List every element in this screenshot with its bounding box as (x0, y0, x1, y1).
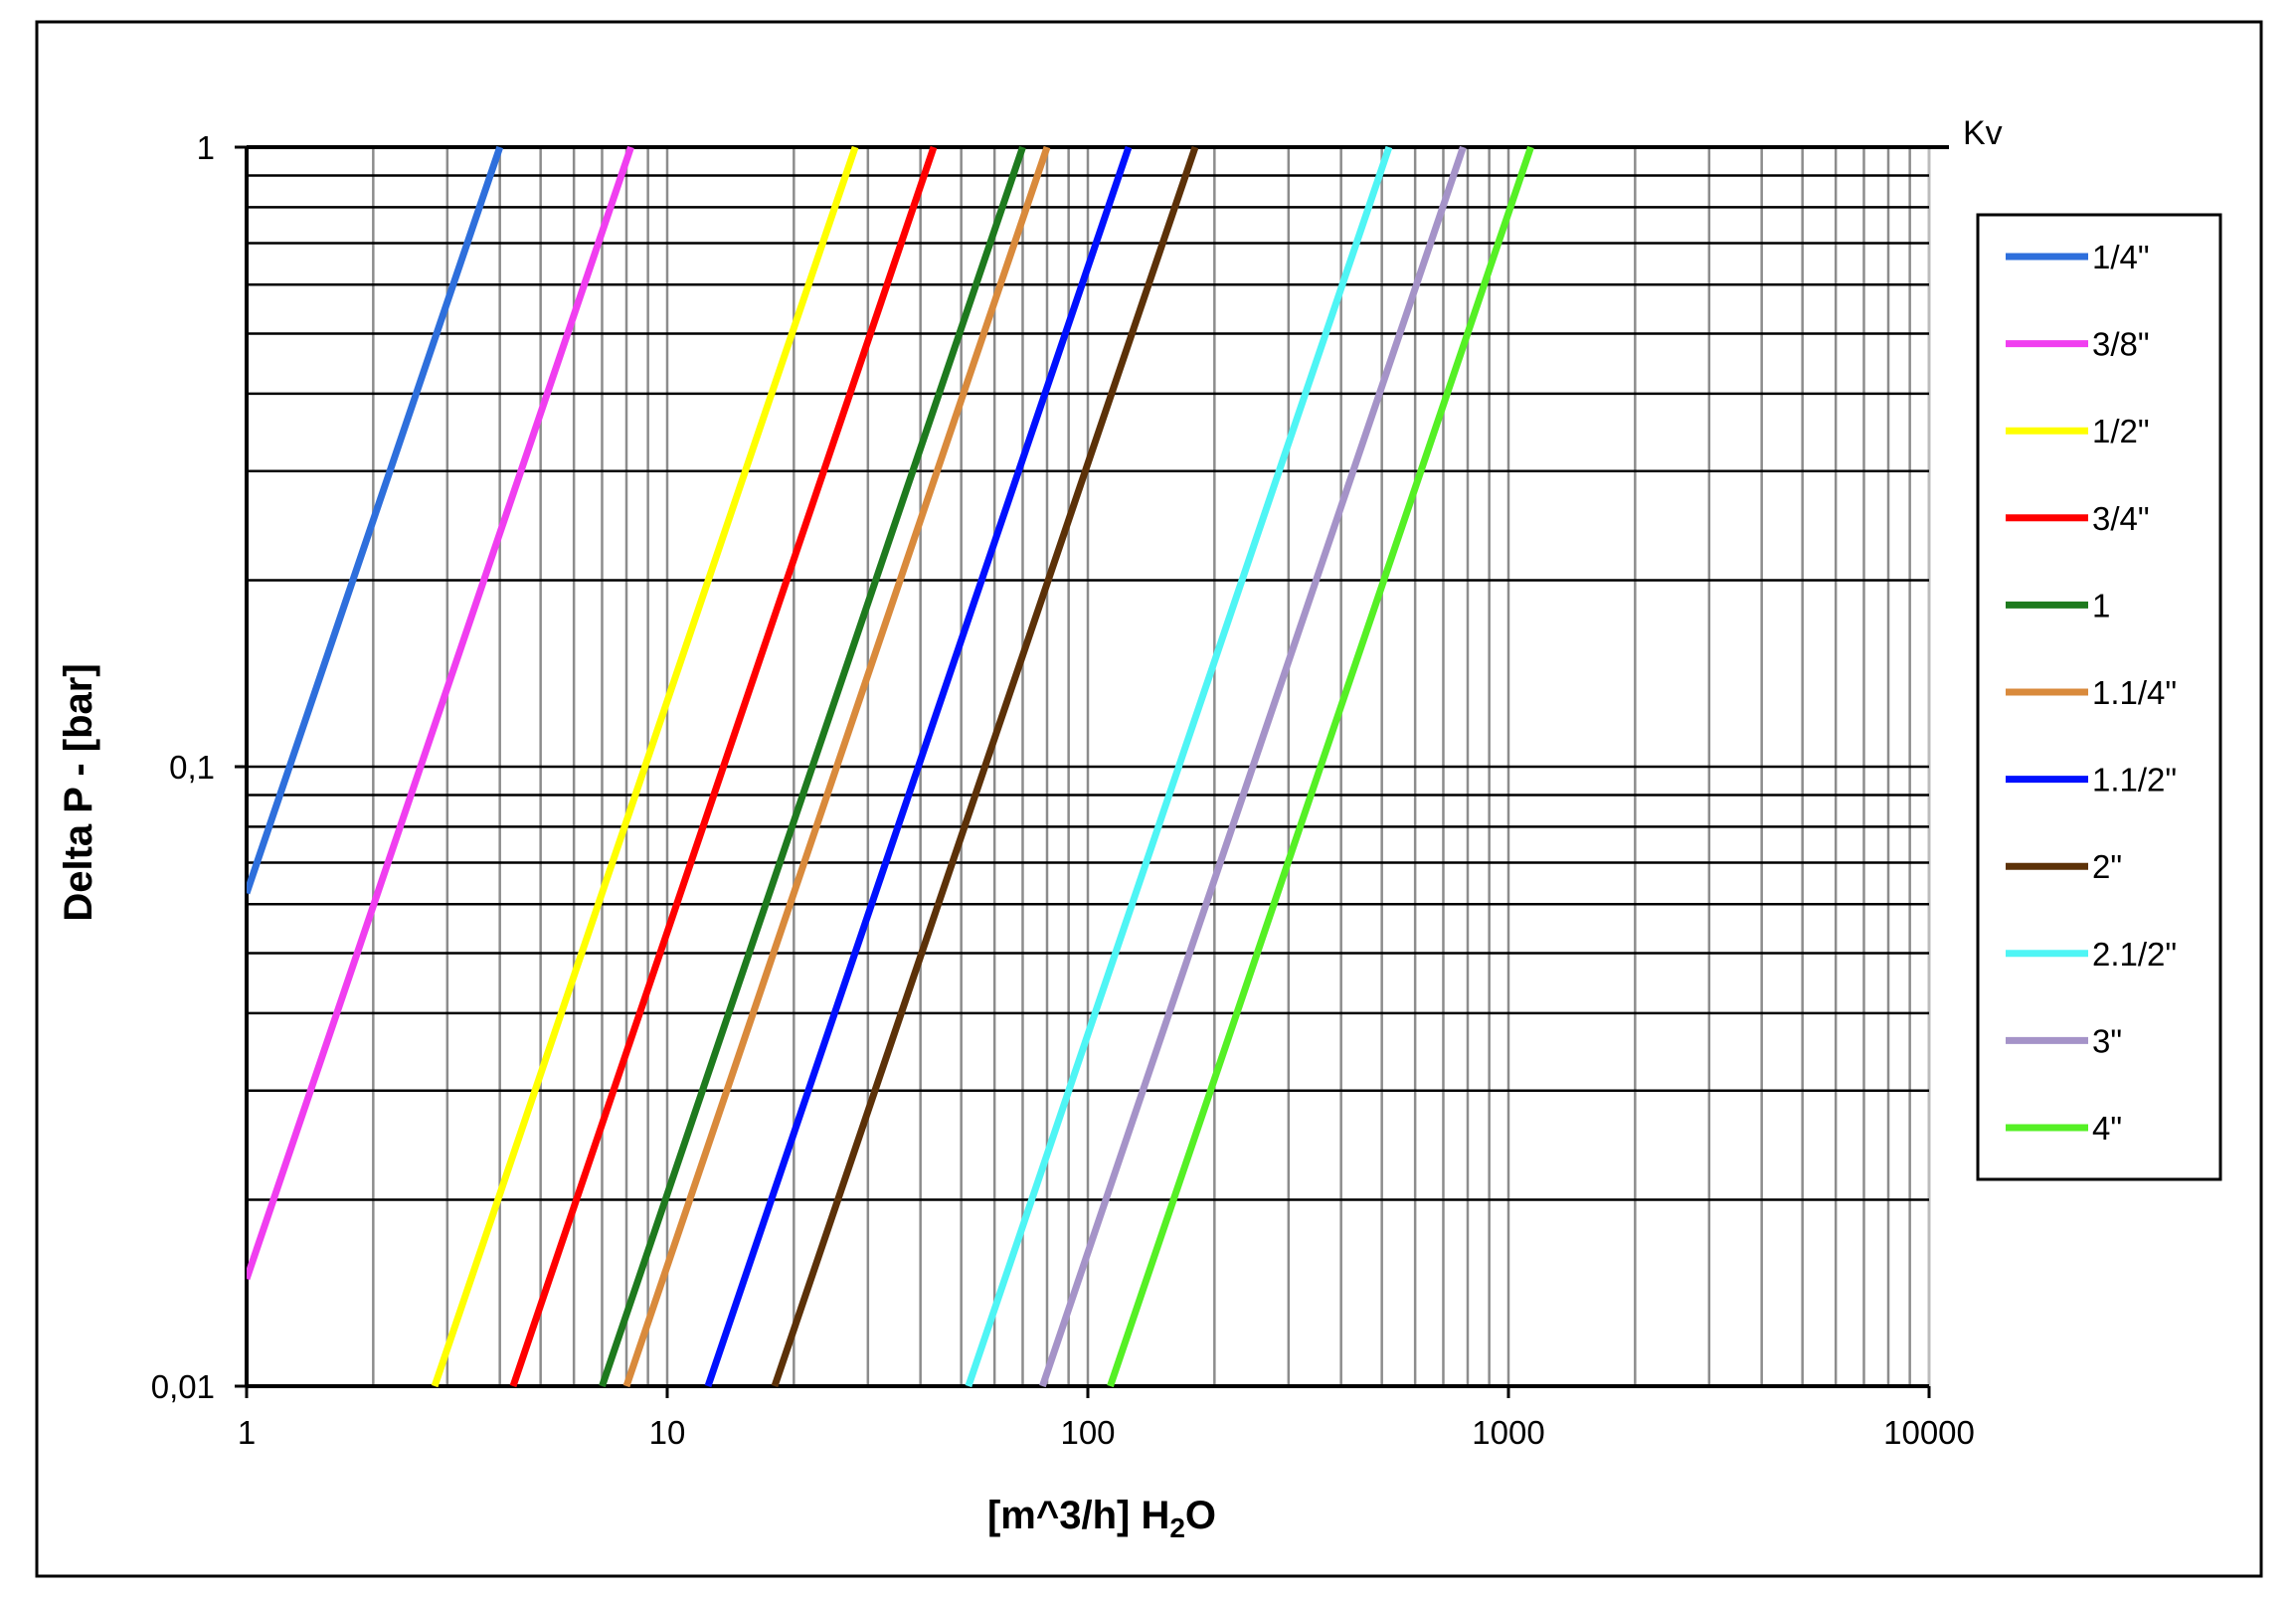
x-tick-labels: 1 10 100 1000 10000 (238, 1414, 1975, 1451)
legend-item: 1.1/2" (2006, 762, 2177, 799)
y-tick-label: 0,01 (151, 1368, 215, 1405)
x-axis-title: [m^3/h] H2O (987, 1494, 1216, 1543)
legend-item: 3/8" (2006, 326, 2150, 363)
series-line-10 (1039, 145, 1467, 1388)
x-tick-label: 10 (649, 1414, 686, 1451)
legend-item: 4" (2006, 1110, 2122, 1147)
legend: 1/4" 3/8" 1/2" 3/4" 1 1.1/4" 1.1/2" 2" 2.1/2" 3" 4… (2006, 239, 2177, 1147)
x-tick-label: 1000 (1472, 1414, 1544, 1451)
x-tick-label: 1 (238, 1414, 256, 1451)
legend-item: 3" (2006, 1022, 2122, 1059)
x-tick-label: 100 (1060, 1414, 1115, 1451)
legend-label: 3" (2092, 1022, 2122, 1059)
legend-item: 2.1/2" (2006, 936, 2177, 973)
series-line-8 (771, 145, 1199, 1388)
series-line-7 (704, 145, 1133, 1388)
legend-label: 3/8" (2092, 326, 2150, 363)
legend-label: 1/2" (2092, 413, 2150, 449)
series-line-2 (247, 145, 634, 1281)
legend-box (1976, 213, 2222, 1181)
series-line-5 (599, 145, 1026, 1388)
legend-item: 1/2" (2006, 413, 2150, 449)
series-line-6 (622, 145, 1051, 1388)
series-layer (247, 145, 1534, 1388)
legend-label: 2.1/2" (2092, 936, 2177, 973)
y-axis-title: Delta P - [bar] (57, 663, 100, 921)
series-line-9 (965, 145, 1393, 1388)
legend-item: 1/4" (2006, 239, 2150, 275)
x-axis-title-subscript: 2 (1169, 1512, 1185, 1543)
legend-label: 1/4" (2092, 239, 2150, 275)
y-tick-labels: 1 0,1 0,01 (151, 129, 215, 1405)
legend-item: 3/4" (2006, 500, 2150, 537)
x-axis-title-tail: O (1185, 1494, 1216, 1537)
series-line-3 (431, 145, 859, 1388)
x-tick-label: 10000 (1883, 1414, 1975, 1451)
legend-item: 2" (2006, 848, 2122, 885)
series-line-1 (247, 145, 504, 895)
y-tick-label: 0,1 (169, 749, 215, 786)
legend-label: 4" (2092, 1110, 2122, 1147)
kv-label: Kv (1963, 114, 2003, 152)
legend-label: 2" (2092, 848, 2122, 885)
y-tick-label: 1 (197, 129, 215, 166)
series-line-4 (509, 145, 938, 1388)
chart-frame (35, 20, 2263, 1578)
legend-label: 1.1/2" (2092, 762, 2177, 799)
x-axis-title-main: [m^3/h] H (987, 1494, 1169, 1537)
y-gridlines (235, 145, 1949, 1398)
legend-label: 3/4" (2092, 500, 2150, 537)
series-line-11 (1107, 145, 1534, 1388)
legend-label: 1 (2092, 587, 2110, 623)
legend-item: 1 (2006, 587, 2110, 623)
legend-label: 1.1/4" (2092, 674, 2177, 711)
legend-item: 1.1/4" (2006, 674, 2177, 711)
